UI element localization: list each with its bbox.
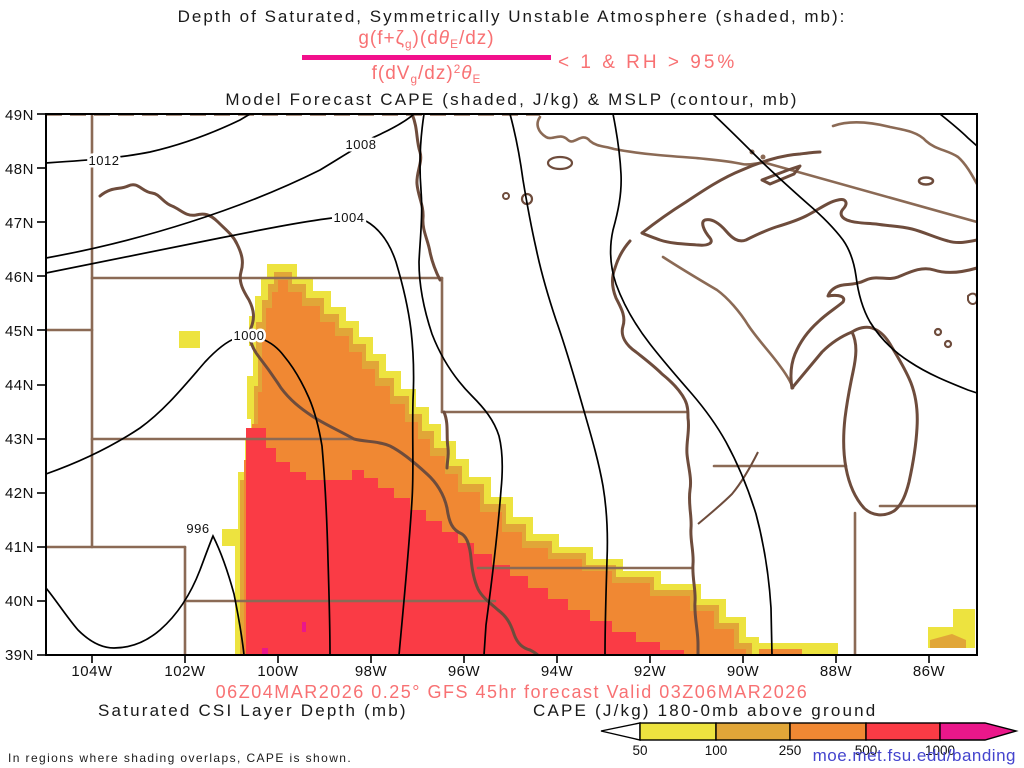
island [917, 176, 935, 186]
lon-label: 98W [355, 663, 388, 680]
lon-label: 100W [257, 663, 299, 680]
cape-colorbar: 50 100 250 500 1000 [600, 722, 1019, 758]
lake-superior-south-shore [640, 198, 977, 247]
lat-label: 45N [5, 323, 34, 340]
colorbar-tick: 500 [855, 743, 878, 758]
formula-exponent: 2 [453, 63, 462, 76]
formula-subscript: g [405, 38, 413, 51]
state-borders [46, 114, 977, 655]
lon-ticks [91, 655, 930, 663]
map-frame [37, 113, 978, 663]
lat-label: 46N [5, 269, 34, 286]
colorbar-bin-red [865, 722, 941, 741]
forecast-valid-line: 06Z04MAR2026 0.25° GFS 45hr forecast Val… [215, 682, 809, 702]
red-river [410, 114, 442, 282]
mslp-contours [46, 114, 977, 655]
formula-text: f(dV [371, 63, 411, 84]
colorbar-tick: 250 [779, 743, 802, 758]
lake-superior-north-shore [640, 150, 822, 235]
lon-axis-labels: 104W 102W 100W 98W 96W 94W 92W 90W 88W 8… [71, 663, 945, 680]
formula-condition: < 1 & RH > 95% [558, 52, 738, 73]
cape-caption: CAPE (J/kg) 180-0mb above ground [533, 701, 878, 720]
page-title: Depth of Saturated, Symmetrically Unstab… [177, 7, 847, 26]
wisconsin-river [697, 451, 759, 525]
lon-label: 92W [634, 663, 667, 680]
lon-label: 102W [164, 663, 206, 680]
red-lake [546, 155, 574, 171]
csi-depth-caption: Saturated CSI Layer Depth (mb) [98, 701, 408, 720]
shade-level-red [246, 428, 684, 655]
island [933, 327, 943, 337]
upper-michigan-south-shore [789, 266, 977, 390]
formula-fraction-bar [302, 55, 551, 60]
colorbar-bin-orange [789, 722, 867, 741]
contour-label-1000: 1000 [234, 328, 265, 343]
small-lake [502, 192, 510, 200]
contour-label-1008: 1008 [346, 137, 377, 152]
mississippi-river [611, 239, 700, 655]
lon-label: 96W [448, 663, 481, 680]
page-subtitle: Model Forecast CAPE (shaded, J/kg) & MSL… [225, 90, 799, 109]
formula-denominator: f(dVg/dz)2θE [302, 63, 551, 86]
rivers-and-lakes [98, 114, 977, 655]
colorbar-white-arrow [600, 722, 641, 741]
formula-text: /dz) [418, 63, 454, 84]
colorbar-tick: 100 [705, 743, 728, 758]
overlap-note: In regions where shading overlaps, CAPE … [8, 751, 353, 765]
formula-subscript: g [410, 73, 418, 86]
lon-label: 94W [541, 663, 574, 680]
lat-label: 49N [5, 107, 34, 124]
formula-theta: θ [438, 28, 451, 49]
green-bay-door-peninsula [790, 330, 854, 390]
contour-label-1012: 1012 [89, 153, 120, 168]
formula-theta: θ [461, 63, 473, 84]
lon-label: 88W [820, 663, 853, 680]
lake-michigan [842, 325, 919, 517]
lat-label: 41N [5, 539, 34, 556]
shade-level-magenta [262, 622, 306, 655]
big-sioux-river [442, 410, 450, 470]
colorbar-magenta-arrow [939, 722, 1019, 741]
formula-text: /dz) [458, 28, 495, 49]
lake-huron-sliver [967, 292, 977, 305]
isle-royale [760, 164, 802, 186]
colorbar-bin-gold [715, 722, 791, 741]
lat-label: 42N [5, 485, 34, 502]
formula-numerator: g(f+ζg)(dθE/dz) [302, 28, 551, 51]
formula-text: g(f+ζ [358, 28, 405, 49]
lat-label: 40N [5, 593, 34, 610]
lat-axis-labels: 49N 48N 47N 46N 45N 44N 43N 42N 41N 40N … [5, 107, 34, 664]
lat-label: 47N [5, 215, 34, 232]
lon-label: 86W [913, 663, 946, 680]
contour-label-996: 996 [186, 521, 209, 536]
island [943, 339, 953, 349]
lat-label: 44N [5, 377, 34, 394]
source-url-link[interactable]: moe.met.fsu.edu/banding [812, 746, 1016, 765]
formula-subscript: E [472, 73, 482, 86]
colorbar-tick: 1000 [925, 743, 955, 758]
lat-label: 39N [5, 647, 34, 664]
formula-subscript: E [450, 38, 459, 51]
lat-label: 43N [5, 431, 34, 448]
missouri-river [98, 183, 541, 655]
formula-text: )(d [412, 28, 439, 49]
contour-value-labels: 1012 1008 1004 1000 996 [86, 135, 378, 539]
canada-border [46, 114, 977, 224]
contour-label-1004: 1004 [334, 210, 365, 225]
lat-label: 48N [5, 161, 34, 178]
lat-ticks [37, 113, 46, 656]
shaded-cape-csi-field [179, 264, 975, 655]
lon-label: 104W [71, 663, 113, 680]
lon-label: 90W [727, 663, 760, 680]
colorbar-tick: 50 [632, 743, 647, 758]
colorbar-bin-yellow [639, 722, 717, 741]
